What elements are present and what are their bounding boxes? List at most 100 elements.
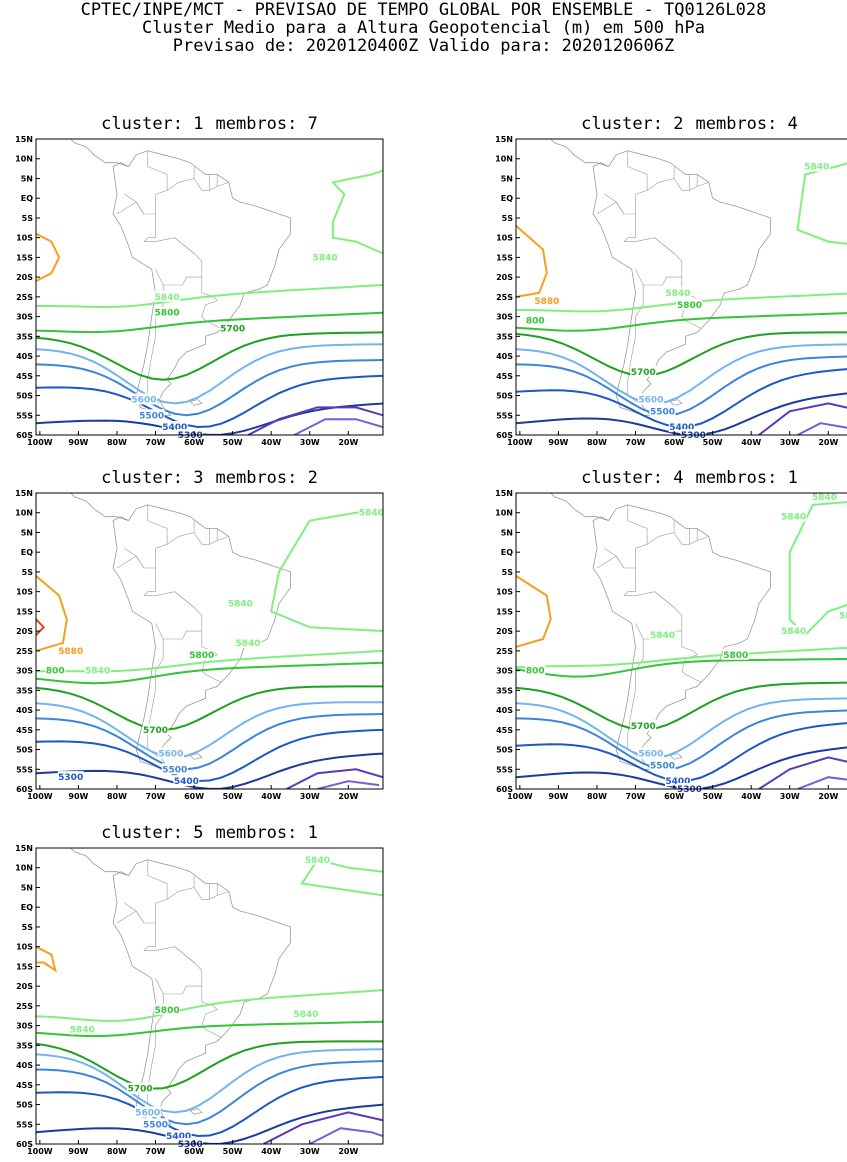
y-tick-label: 10S <box>496 234 513 243</box>
y-tick-label: 15N <box>15 489 33 498</box>
y-tick-label: 10S <box>16 234 33 243</box>
y-tick-label: 5N <box>21 883 33 892</box>
y-tick-label: 45S <box>496 372 513 381</box>
contour-5700 <box>36 686 383 729</box>
contour-label: 5800 <box>189 651 214 661</box>
country-border <box>628 639 643 757</box>
x-tick-label: 40W <box>261 1147 281 1156</box>
y-tick-label: 10S <box>16 588 33 597</box>
contour-5840 <box>333 171 383 254</box>
country-border <box>628 285 643 403</box>
y-tick-label: EQ <box>501 194 513 203</box>
y-tick-label: 25S <box>16 1002 33 1011</box>
y-tick-label: 45S <box>16 1081 33 1090</box>
y-tick-label: 25S <box>496 647 513 656</box>
country-border <box>597 202 624 214</box>
subtitle-variable: Cluster Medio para a Altura Geopotencial… <box>0 19 847 37</box>
y-tick-label: 50S <box>496 746 513 755</box>
contour-5840 <box>36 990 383 1021</box>
map-panel: 5840584058405840584080058005700560055005… <box>484 491 847 807</box>
country-border <box>167 167 194 191</box>
y-tick-label: EQ <box>21 194 33 203</box>
contour-label: 5880 <box>58 647 83 657</box>
country-border <box>117 202 144 214</box>
country-border <box>194 533 229 545</box>
contour-label: 5700 <box>128 1085 153 1095</box>
y-tick-label: 45S <box>16 372 33 381</box>
country-border <box>194 888 229 900</box>
x-tick-label: 50W <box>703 438 723 447</box>
y-tick-label: 20S <box>16 273 33 282</box>
contour-label: 5880 <box>534 297 559 307</box>
contour-label: 5840 <box>839 611 847 621</box>
y-tick-label: EQ <box>21 903 33 912</box>
y-tick-label: 15S <box>496 607 513 616</box>
country-border <box>674 179 709 191</box>
contour-label: 5600 <box>131 395 156 405</box>
y-tick-label: 30S <box>16 313 33 322</box>
country-border <box>175 947 194 963</box>
contour-5600 <box>516 698 847 757</box>
y-tick-label: 55S <box>16 411 33 420</box>
y-tick-label: 40S <box>16 1061 33 1070</box>
contour-label: 5840 <box>85 667 110 677</box>
contour-label: 5800 <box>155 309 180 319</box>
x-tick-label: 30W <box>300 1147 320 1156</box>
members-label: membros: 1 <box>216 823 318 843</box>
x-tick-label: 90W <box>548 792 568 801</box>
y-tick-label: 55S <box>496 411 513 420</box>
main-title: CPTEC/INPE/MCT - PREVISAO DE TEMPO GLOBA… <box>0 1 847 19</box>
x-tick-label: 100W <box>27 1147 53 1156</box>
contour-5880 <box>516 576 551 647</box>
contour-5400 <box>36 730 383 781</box>
x-tick-label: 70W <box>626 792 646 801</box>
y-tick-label: 20S <box>16 627 33 636</box>
map-content <box>36 836 383 1144</box>
x-tick-label: 60W <box>184 1147 204 1156</box>
y-tick-label: 10N <box>15 155 33 164</box>
contour-label: 5600 <box>638 749 663 759</box>
contour-label: 5700 <box>631 722 656 732</box>
contour-5500 <box>36 714 383 769</box>
cluster-label: cluster: 2 <box>581 114 683 134</box>
x-tick-label: 100W <box>507 438 533 447</box>
country-border <box>605 548 682 639</box>
y-tick-label: 5N <box>501 174 513 183</box>
map-panel: 5840584058005700560055005400530015N10N5N… <box>4 137 391 453</box>
cluster-label: cluster: 3 <box>101 468 203 488</box>
contour-label: 5840 <box>305 856 330 866</box>
x-tick-label: 20W <box>338 438 358 447</box>
cluster-label: cluster: 5 <box>101 823 203 843</box>
x-tick-label: 30W <box>300 792 320 801</box>
y-tick-label: 5N <box>21 528 33 537</box>
x-tick-label: 60W <box>184 438 204 447</box>
contour-5840 <box>516 647 847 667</box>
y-tick-label: 15S <box>16 253 33 262</box>
x-tick-label: 90W <box>68 792 88 801</box>
x-tick-label: 20W <box>338 792 358 801</box>
x-tick-label: 20W <box>818 792 838 801</box>
contour-5800 <box>516 659 847 677</box>
contour-5800 <box>516 313 847 331</box>
x-tick-label: 50W <box>223 792 243 801</box>
y-tick-label: 10N <box>495 155 513 164</box>
contour-5400 <box>516 722 847 781</box>
contour-5400 <box>516 368 847 427</box>
members-label: membros: 1 <box>696 468 798 488</box>
x-tick-label: 40W <box>741 438 761 447</box>
y-tick-label: 35S <box>496 686 513 695</box>
country-border <box>148 151 167 214</box>
x-tick-label: 90W <box>68 438 88 447</box>
country-border <box>655 238 674 254</box>
country-border <box>148 639 163 757</box>
y-tick-label: 40S <box>496 352 513 361</box>
y-tick-label: 10N <box>495 509 513 518</box>
contour-5200 <box>759 757 847 789</box>
y-tick-label: 20S <box>496 627 513 636</box>
y-tick-label: 25S <box>16 647 33 656</box>
y-tick-label: 50S <box>16 1101 33 1110</box>
y-tick-label: 15N <box>495 489 513 498</box>
country-border <box>175 238 194 254</box>
